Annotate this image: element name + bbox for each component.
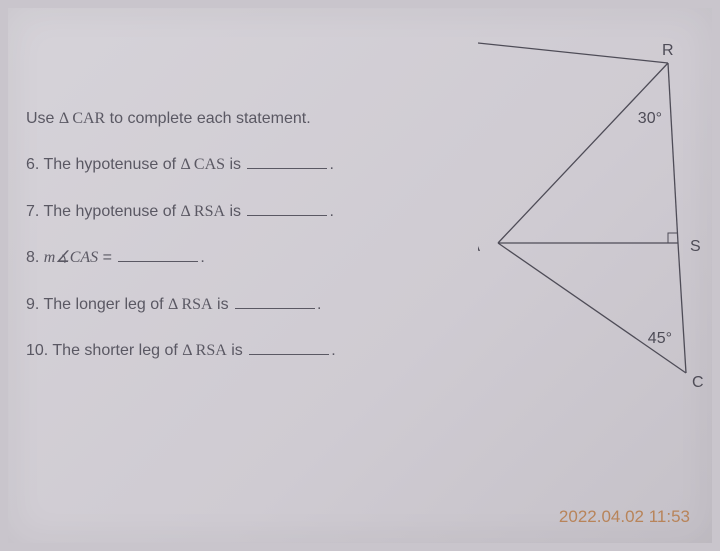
- edge-A-C: [498, 243, 686, 373]
- q10-text-b: is: [227, 342, 247, 359]
- intro-line: Use Δ CAR to complete each statement.: [26, 108, 336, 130]
- q7-blank: [247, 201, 327, 215]
- angle-label-R: 30°: [638, 110, 662, 127]
- intro-triangle: Δ CAR: [59, 110, 105, 127]
- question-8: 8. m∡CAS = .: [26, 247, 336, 269]
- q10-num: 10.: [26, 342, 48, 359]
- vertex-label-A: A: [478, 238, 480, 255]
- q10-blank: [249, 341, 329, 355]
- q6-num: 6.: [26, 156, 39, 173]
- q7-num: 7.: [26, 203, 39, 220]
- worksheet-page: Use Δ CAR to complete each statement. 6.…: [8, 8, 712, 543]
- question-6: 6. The hypotenuse of Δ CAS is .: [26, 154, 336, 176]
- angle-label-C: 45°: [648, 330, 672, 347]
- edge-AR: [478, 43, 668, 63]
- q6-text-a: The hypotenuse of: [44, 156, 181, 173]
- q7-period: .: [329, 203, 333, 220]
- edge-A-R: [498, 63, 668, 243]
- q9-text-b: is: [213, 296, 233, 313]
- q7-tri: Δ RSA: [180, 203, 225, 220]
- q10-tri: Δ RSA: [182, 342, 227, 359]
- q7-text-a: The hypotenuse of: [44, 203, 181, 220]
- edge-R-S: [668, 63, 678, 243]
- q8-eq: =: [98, 249, 116, 266]
- q8-num: 8.: [26, 249, 39, 266]
- q8-expr: m∡CAS: [44, 249, 98, 266]
- question-7: 7. The hypotenuse of Δ RSA is .: [26, 201, 336, 223]
- q7-text-b: is: [225, 203, 245, 220]
- edge-S-C: [678, 243, 686, 373]
- q9-text-a: The longer leg of: [44, 296, 169, 313]
- q9-blank: [235, 294, 315, 308]
- q9-period: .: [317, 296, 321, 313]
- vertex-label-C: C: [692, 374, 704, 391]
- q6-blank: [247, 155, 327, 169]
- q6-tri: Δ CAS: [180, 156, 225, 173]
- q8-blank: [118, 248, 198, 262]
- photo-timestamp: 2022.04.02 11:53: [559, 507, 690, 527]
- question-9: 9. The longer leg of Δ RSA is .: [26, 294, 336, 316]
- q10-text-a: The shorter leg of: [52, 342, 182, 359]
- triangle-figure: A R S C 30° 45°: [478, 38, 708, 408]
- right-angle-marker: [668, 233, 678, 243]
- q8-period: .: [200, 249, 204, 266]
- q9-tri: Δ RSA: [168, 296, 213, 313]
- vertex-label-R: R: [662, 42, 674, 59]
- q6-text-b: is: [225, 156, 245, 173]
- q10-period: .: [331, 342, 335, 359]
- triangle-svg: A R S C 30° 45°: [478, 38, 708, 408]
- intro-suffix: to complete each statement.: [105, 110, 310, 127]
- intro-prefix: Use: [26, 110, 59, 127]
- question-10: 10. The shorter leg of Δ RSA is .: [26, 340, 336, 362]
- vertex-label-S: S: [690, 238, 701, 255]
- questions-block: Use Δ CAR to complete each statement. 6.…: [26, 108, 336, 386]
- q9-num: 9.: [26, 296, 39, 313]
- q6-period: .: [329, 156, 333, 173]
